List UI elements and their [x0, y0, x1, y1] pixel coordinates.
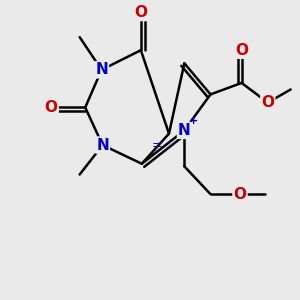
- Text: O: O: [261, 95, 274, 110]
- Text: N: N: [95, 62, 108, 77]
- Text: N: N: [178, 123, 191, 138]
- Text: N: N: [96, 138, 109, 153]
- Text: O: O: [233, 187, 247, 202]
- Text: O: O: [235, 43, 248, 58]
- Text: =: =: [152, 139, 163, 152]
- Text: O: O: [45, 100, 58, 115]
- Text: +: +: [189, 116, 198, 126]
- Text: O: O: [134, 5, 147, 20]
